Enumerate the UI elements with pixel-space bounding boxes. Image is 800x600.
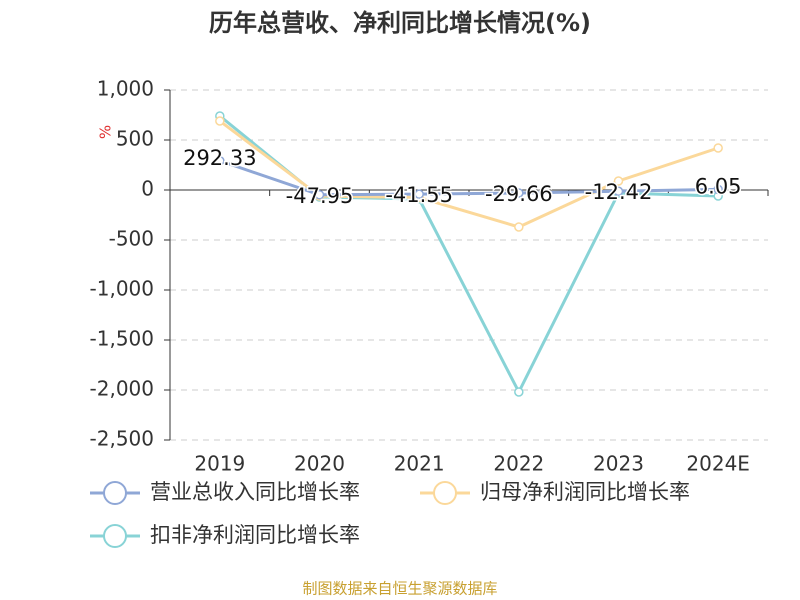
x-tick-label: 2021: [394, 452, 445, 476]
y-tick-label: 0: [141, 177, 154, 201]
y-tick-label: -2,500: [90, 427, 154, 451]
x-tick-label: 2019: [194, 452, 245, 476]
point: [713, 184, 723, 195]
data-label: -47.95: [286, 184, 354, 208]
line-series: [218, 114, 719, 396]
chart-title: 历年总营收、净利同比增长情况(%): [209, 9, 591, 37]
point: [314, 190, 325, 200]
data-label: 6.05: [695, 174, 742, 198]
legend-marker: [103, 524, 127, 548]
legend-marker: [433, 481, 457, 505]
y-tick-label: 500: [116, 127, 154, 151]
point: [613, 176, 624, 186]
data-label: -12.42: [585, 180, 653, 204]
point: [514, 387, 524, 397]
point: [713, 143, 723, 153]
x-tick-label: 2022: [493, 452, 544, 476]
legend-label: 扣非净利润同比增长率: [150, 523, 360, 547]
y-tick-label: -1,000: [90, 277, 154, 301]
y-axis-label: %: [97, 125, 115, 139]
point: [514, 222, 524, 232]
x-tick-label: 2020: [294, 452, 345, 476]
data-label: -29.66: [485, 182, 553, 206]
y-tick-label: -2,000: [90, 377, 154, 401]
legend-label: 归母净利润同比增长率: [480, 480, 690, 504]
source-note: 制图数据来自恒生聚源数据库: [302, 580, 497, 598]
x-tick-label: 2024E: [686, 452, 750, 476]
point: [514, 188, 524, 198]
data-label: -41.55: [385, 183, 453, 207]
x-tick-label: 2023: [593, 452, 644, 476]
data-label: 292.33: [183, 146, 256, 170]
legend-label: 营业总收入同比增长率: [150, 480, 360, 504]
point: [414, 189, 424, 199]
y-tick-label: -500: [109, 227, 154, 251]
y-tick-label: 1,000: [97, 77, 154, 101]
y-tick-label: -1,500: [90, 327, 154, 351]
point: [215, 116, 225, 126]
point: [215, 156, 225, 166]
point: [613, 186, 624, 196]
legend-marker: [103, 481, 127, 505]
line-series: [218, 119, 719, 229]
line-series: [219, 159, 719, 197]
